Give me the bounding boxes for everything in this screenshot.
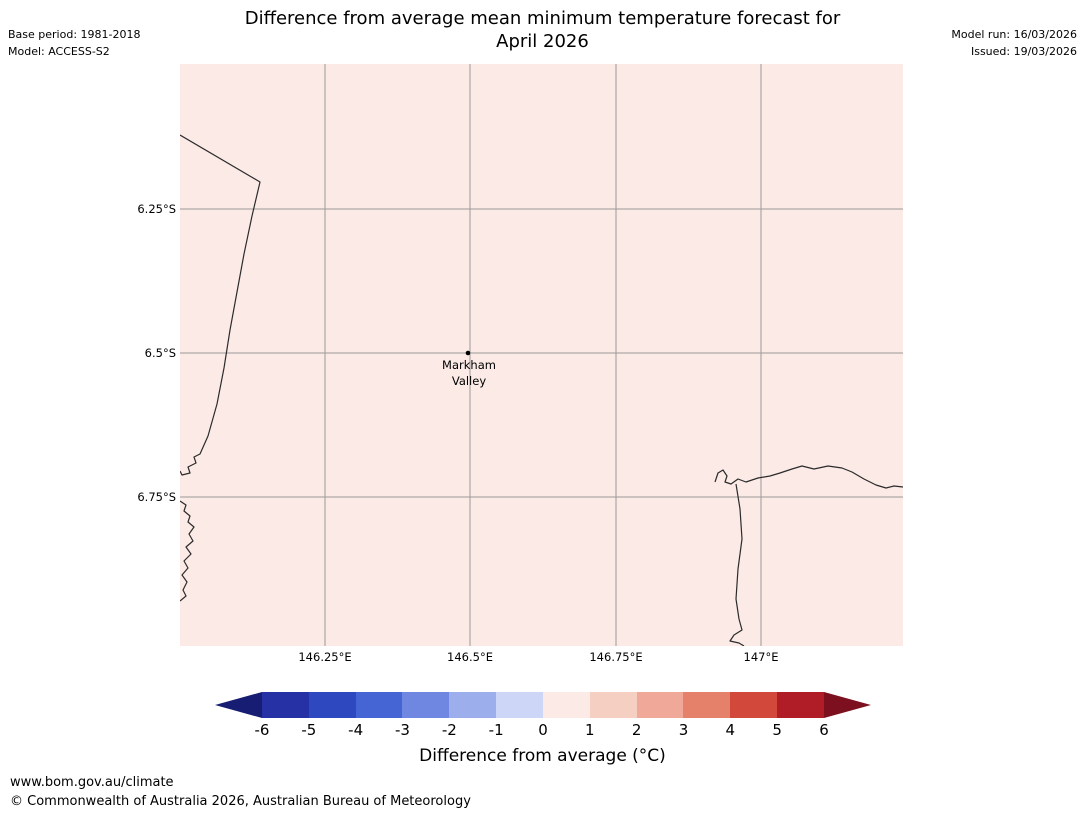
colorbar-tick-label: 5	[772, 721, 782, 739]
colorbar-cell	[496, 692, 543, 718]
marker-label-line2: Valley	[451, 373, 487, 388]
map-svg	[180, 64, 903, 646]
footer-url: www.bom.gov.au/climate	[10, 775, 174, 790]
y-axis-tick-label: 6.75°S	[137, 490, 176, 504]
marker-label: Markham Valley	[442, 358, 496, 389]
colorbar-cell	[683, 692, 731, 718]
issued-text: Issued: 19/03/2026	[970, 45, 1077, 58]
footer-copyright: © Commonwealth of Australia 2026, Austra…	[10, 794, 471, 809]
colorbar-cell	[402, 692, 450, 718]
colorbar-tick-label: 3	[678, 721, 689, 739]
colorbar-tick-label: -6	[254, 721, 270, 739]
page-title: Difference from average mean minimum tem…	[0, 7, 1085, 53]
colorbar-cell	[542, 692, 590, 718]
colorbar-cell	[262, 692, 309, 718]
colorbar-tick-label: -1	[488, 721, 504, 739]
colorbar-label: Difference from average (°C)	[419, 746, 666, 766]
meta-left: Base period: 1981-2018 Model: ACCESS-S2	[8, 26, 140, 60]
colorbar-cell	[730, 692, 778, 718]
x-axis-tick-label: 146.5°E	[447, 650, 493, 664]
colorbar-cell	[589, 692, 637, 718]
coastline	[180, 134, 903, 646]
colorbar-tick-label: -4	[348, 721, 364, 739]
model-text: Model: ACCESS-S2	[8, 45, 110, 58]
colorbar-tick-label: -2	[441, 721, 457, 739]
base-period-text: Base period: 1981-2018	[8, 28, 141, 41]
colorbar	[215, 692, 871, 718]
colorbar-tick-label: 2	[631, 721, 642, 739]
colorbar-ticks: -6 -5 -4 -3 -2 -1 0 1 2 3 4 5 6	[255, 721, 829, 741]
colorbar-tick-label: 6	[819, 721, 829, 739]
colorbar-tick-label: 4	[725, 721, 736, 739]
colorbar-left-arrow	[215, 692, 262, 718]
x-axis-tick-label: 147°E	[743, 650, 779, 664]
colorbar-cell	[449, 692, 497, 718]
x-axis-tick-label: 146.75°E	[589, 650, 643, 664]
colorbar-cell	[636, 692, 684, 718]
x-axis-tick-label: 146.25°E	[298, 650, 352, 664]
marker-label-line1: Markham	[442, 358, 496, 372]
meta-right: Model run: 16/03/2026 Issued: 19/03/2026	[951, 26, 1077, 60]
map-area	[180, 64, 903, 646]
colorbar-cell	[355, 692, 403, 718]
colorbar-right-arrow	[824, 692, 871, 718]
y-axis-tick-label: 6.25°S	[137, 202, 176, 216]
colorbar-tick-label: -5	[301, 721, 317, 739]
map-fill	[180, 64, 903, 646]
colorbar-cell	[777, 692, 824, 718]
model-run-text: Model run: 16/03/2026	[951, 28, 1077, 41]
colorbar-tick-label: 0	[538, 721, 548, 739]
title-line1: Difference from average mean minimum tem…	[244, 8, 841, 29]
colorbar-cell	[308, 692, 356, 718]
gridlines	[180, 64, 903, 646]
title-line2: April 2026	[496, 31, 589, 52]
y-axis-tick-label: 6.5°S	[144, 346, 176, 360]
colorbar-tick-label: 1	[585, 721, 595, 739]
colorbar-tick-label: -3	[395, 721, 410, 739]
colorbar-cells	[262, 692, 824, 718]
location-marker	[465, 350, 471, 356]
